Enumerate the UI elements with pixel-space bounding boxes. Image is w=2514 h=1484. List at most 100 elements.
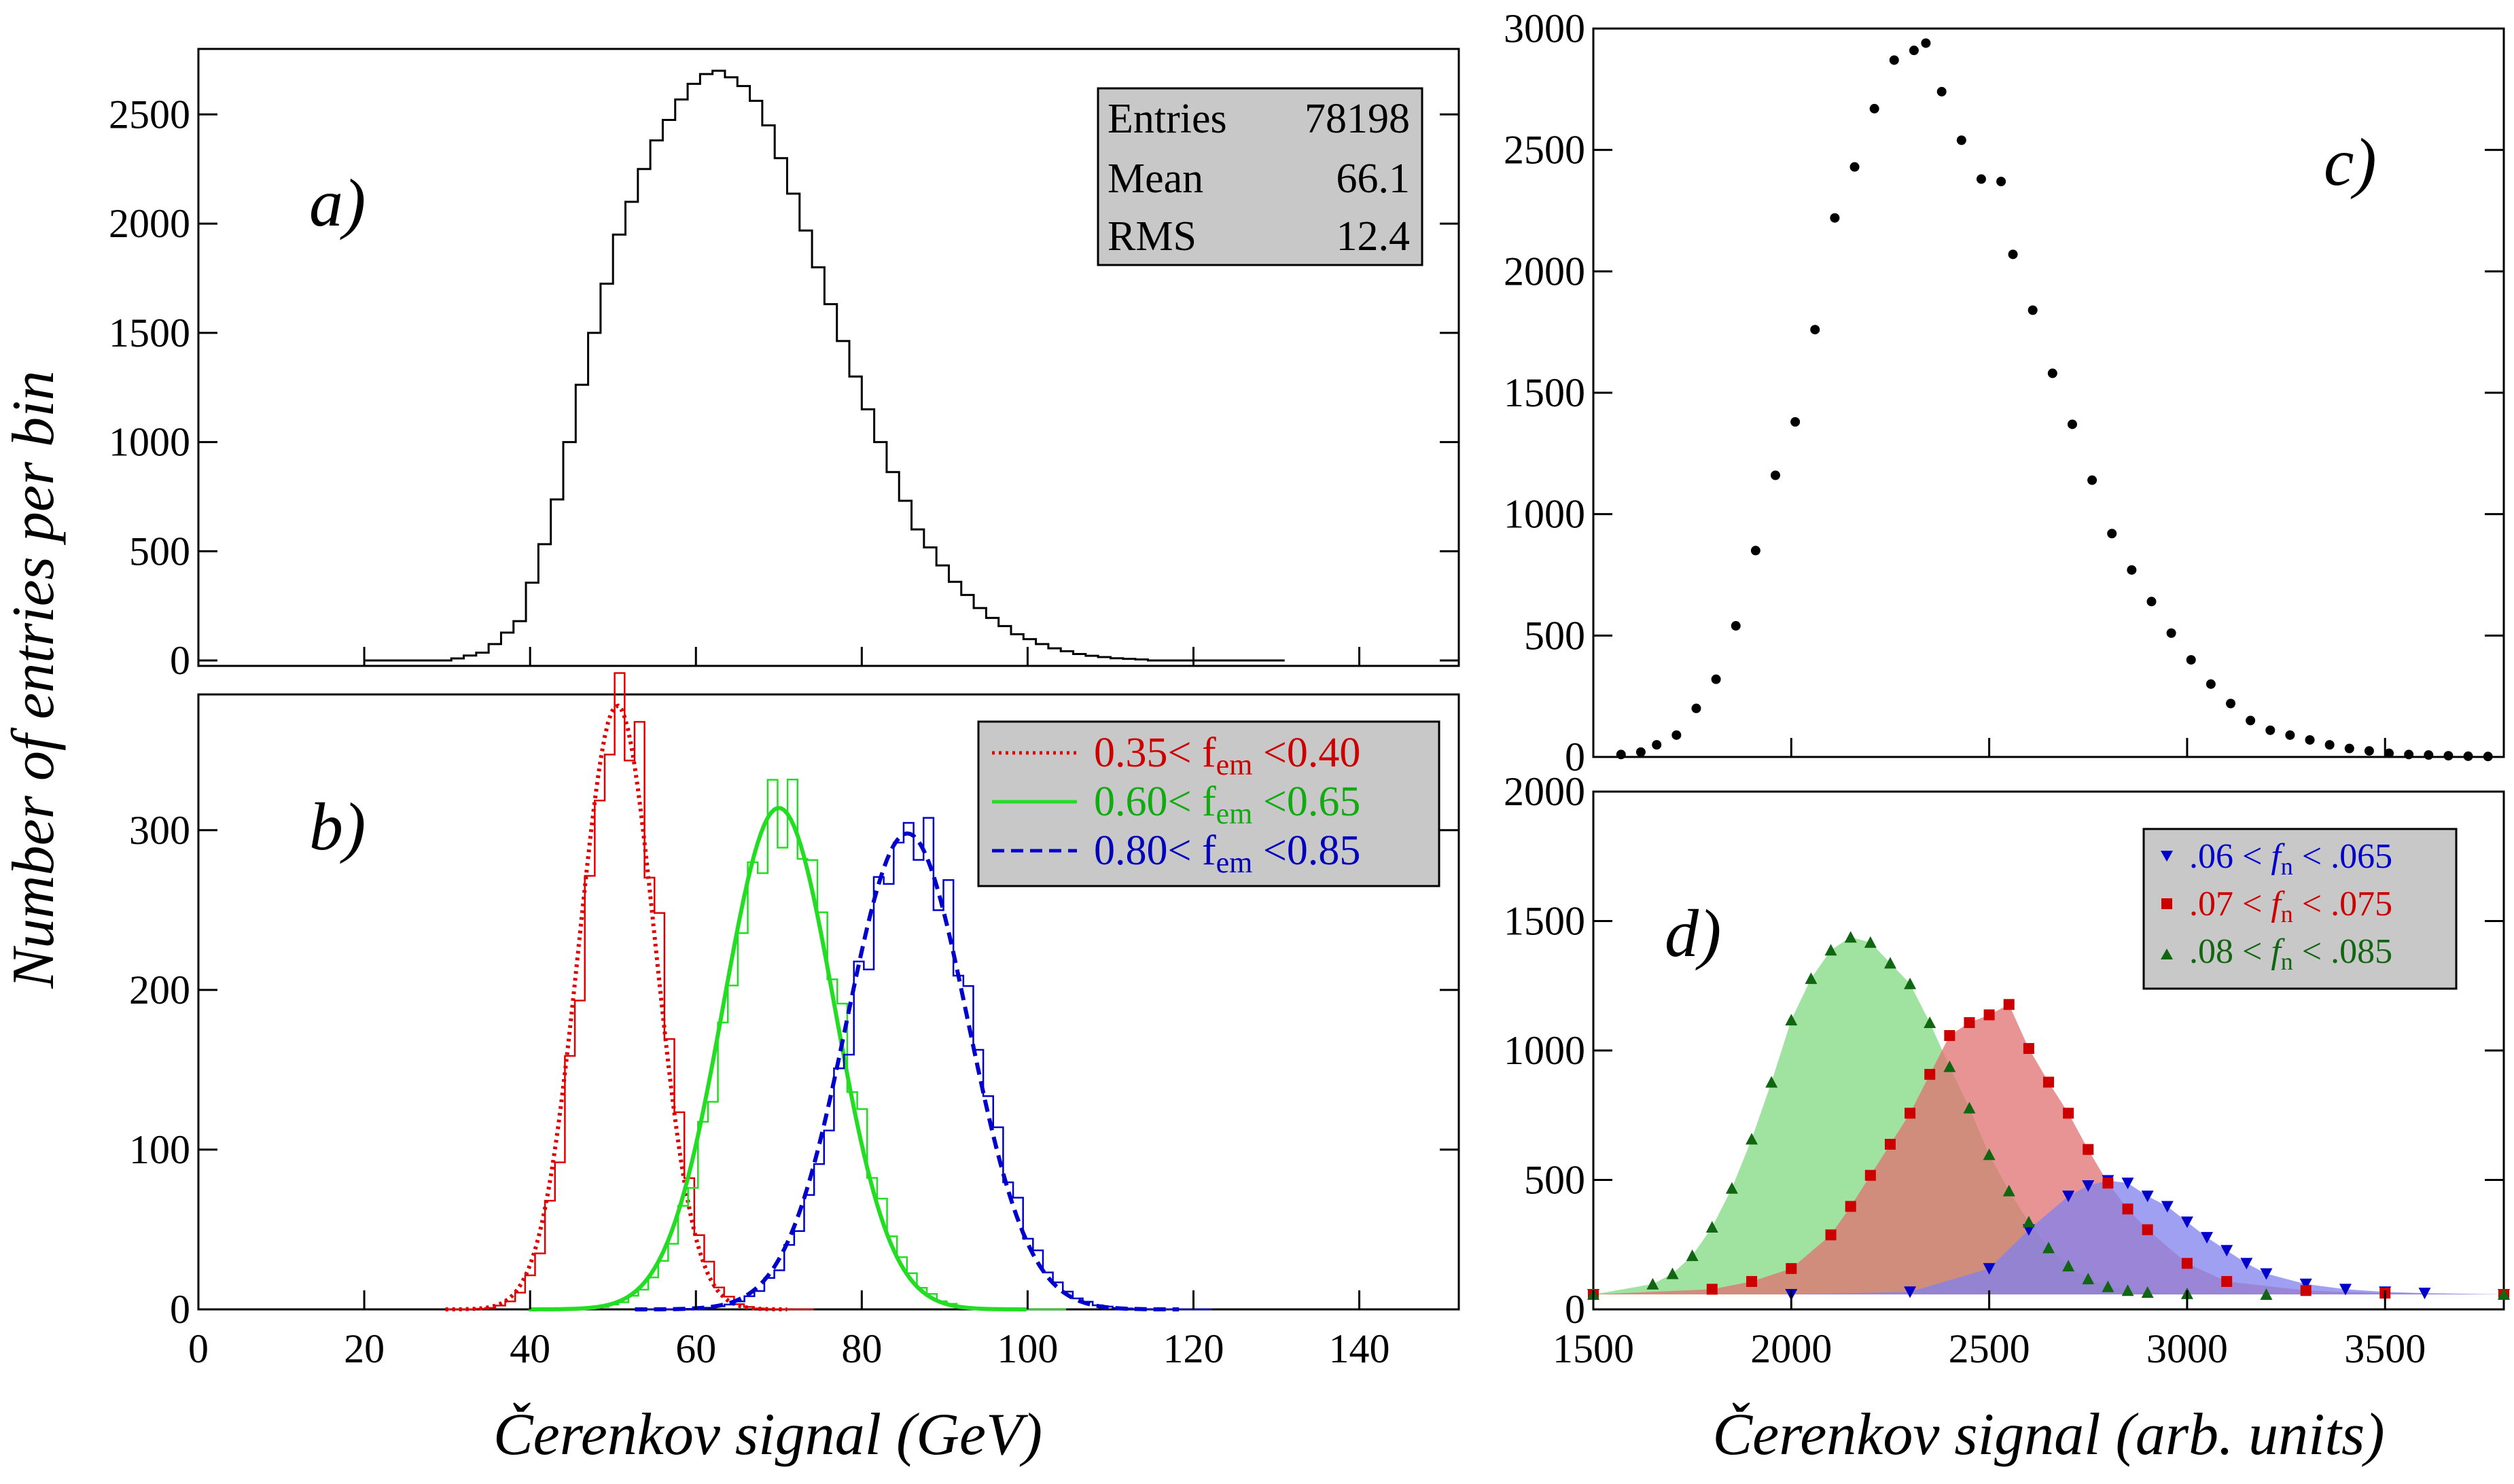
marker-d-series-0-2 xyxy=(1904,1286,1917,1298)
marker-d-series-1-11 xyxy=(1964,1017,1975,1028)
marker-d-series-1-18 xyxy=(2102,1178,2114,1189)
point-c-24 xyxy=(2067,419,2077,429)
point-c-11 xyxy=(1830,213,1840,223)
panel-d-ytick-label-4: 2000 xyxy=(1504,769,1585,814)
panel-b-xtick-label-2: 40 xyxy=(510,1326,550,1371)
marker-d-series-1-1 xyxy=(1706,1284,1718,1295)
point-c-23 xyxy=(2047,368,2057,378)
panel-d-xtick-label-2: 2500 xyxy=(1949,1326,2030,1371)
point-c-6 xyxy=(1731,621,1741,631)
marker-d-series-2-14 xyxy=(1904,977,1917,989)
histogram-b-series-2 xyxy=(635,817,1212,1311)
legend-b-entry-2: 0.80< fem <0.85 xyxy=(1094,828,1360,879)
panel-label-c: c) xyxy=(2324,124,2377,200)
point-c-8 xyxy=(1771,470,1780,480)
marker-d-series-2-10 xyxy=(1824,944,1837,956)
marker-d-series-1-14 xyxy=(2023,1043,2034,1055)
point-c-38 xyxy=(2344,743,2354,754)
panel-a-ytick-label-2: 1000 xyxy=(109,420,190,465)
marker-d-series-2-28 xyxy=(2260,1288,2273,1300)
point-c-41 xyxy=(2404,749,2414,760)
point-c-17 xyxy=(1936,86,1947,96)
stats-rms-label: RMS xyxy=(1108,213,1197,260)
marker-d-series-0-6 xyxy=(2082,1180,2095,1192)
marker-d-series-2-5 xyxy=(1725,1182,1738,1194)
marker-d-series-1-22 xyxy=(2221,1275,2233,1287)
stats-box: Entries 78198 Mean 66.1 RMS 12.4 xyxy=(1097,87,1423,266)
point-c-4 xyxy=(1691,703,1701,713)
histogram-a-series xyxy=(364,69,1285,662)
marker-d-series-2-29 xyxy=(2498,1288,2510,1300)
legend-d-entry-0: .06 < fn < .065 xyxy=(2189,837,2392,880)
marker-d-series-1-10 xyxy=(1944,1030,1955,1041)
marker-d-series-2-19 xyxy=(2002,1184,2015,1197)
point-c-18 xyxy=(1956,135,1966,145)
panel-b-frame xyxy=(197,693,1460,1311)
histogram-b-series-0 xyxy=(445,672,814,1311)
marker-d-series-1-21 xyxy=(2181,1258,2193,1269)
point-c-2 xyxy=(1652,740,1662,750)
marker-d-series-0-9 xyxy=(2141,1190,2154,1203)
legend-b-entry-0: 0.35< fem <0.40 xyxy=(1094,730,1360,781)
marker-d-series-2-20 xyxy=(2022,1216,2035,1228)
marker-d-series-1-12 xyxy=(1983,1009,1995,1021)
point-c-32 xyxy=(2226,699,2235,709)
panel-d-ytick-label-1: 500 xyxy=(1524,1158,1585,1203)
panel-a-ytick-label-0: 0 xyxy=(170,638,190,683)
point-c-0 xyxy=(1616,749,1626,760)
legend-d: .06 < fn < .065 .07 < fn < .075 .08 < fn… xyxy=(2142,828,2458,990)
marker-d-series-1-19 xyxy=(2122,1203,2134,1215)
point-c-35 xyxy=(2285,730,2295,740)
point-c-14 xyxy=(1889,55,1899,65)
point-c-29 xyxy=(2166,628,2176,638)
point-c-25 xyxy=(2087,475,2097,485)
point-c-12 xyxy=(1849,162,1860,172)
marker-d-series-1-23 xyxy=(2300,1285,2312,1296)
marker-d-series-2-7 xyxy=(1765,1076,1778,1088)
panel-a-ytick-label-3: 1500 xyxy=(109,311,190,355)
panel-b-xtick-label-4: 80 xyxy=(841,1326,882,1371)
area-d-series-2 xyxy=(1593,937,2504,1294)
marker-d-series-2-16 xyxy=(1943,1060,1956,1072)
marker-d-series-0-16 xyxy=(2299,1278,2312,1290)
point-c-36 xyxy=(2305,735,2315,745)
marker-d-series-2-12 xyxy=(1864,936,1877,948)
panel-a-ytick-label-4: 2000 xyxy=(109,201,190,246)
point-c-40 xyxy=(2384,748,2394,758)
area-d-series-0 xyxy=(1593,1180,2504,1294)
point-c-7 xyxy=(1750,546,1760,556)
marker-d-series-0-5 xyxy=(2062,1190,2075,1203)
legend-d-entry-1: .07 < fn < .075 xyxy=(2189,885,2392,928)
legend-d-marker-1 xyxy=(2161,898,2172,909)
marker-d-series-1-20 xyxy=(2142,1224,2153,1235)
panel-c-ytick-label-1: 500 xyxy=(1524,613,1585,658)
marker-d-series-2-15 xyxy=(1924,1016,1936,1028)
legend-d-marker-2 xyxy=(2161,949,2173,959)
point-c-16 xyxy=(1921,38,1931,48)
marker-d-series-0-12 xyxy=(2201,1232,2214,1244)
point-c-33 xyxy=(2246,716,2256,726)
y-axis-title: Number of entries per bin xyxy=(1,370,67,989)
marker-d-series-1-17 xyxy=(2083,1144,2094,1155)
stats-rms-value: 12.4 xyxy=(1336,213,1411,260)
marker-d-series-1-5 xyxy=(1845,1201,1856,1212)
stats-mean-value: 66.1 xyxy=(1336,156,1411,202)
stats-entries-label: Entries xyxy=(1108,96,1227,142)
marker-d-series-2-26 xyxy=(2141,1286,2154,1298)
marker-d-series-2-11 xyxy=(1844,931,1857,943)
point-c-20 xyxy=(1996,177,2006,187)
panel-c-ytick-label-5: 2500 xyxy=(1504,128,1585,173)
panel-b-xtick-label-6: 120 xyxy=(1163,1326,1224,1371)
point-c-9 xyxy=(1790,417,1801,427)
panel-a-ytick-label-1: 500 xyxy=(129,529,190,573)
panel-label-d: d) xyxy=(1665,896,1721,971)
panel-c-ytick-label-4: 2000 xyxy=(1504,249,1585,294)
point-c-21 xyxy=(2008,249,2018,260)
marker-d-series-2-24 xyxy=(2102,1280,2114,1292)
point-c-15 xyxy=(1909,46,1919,56)
legend-b-entry-1: 0.60< fem <0.65 xyxy=(1094,779,1360,830)
panel-label-a: a) xyxy=(309,165,366,241)
marker-d-series-2-8 xyxy=(1785,1014,1798,1026)
marker-d-series-0-19 xyxy=(2418,1288,2431,1300)
